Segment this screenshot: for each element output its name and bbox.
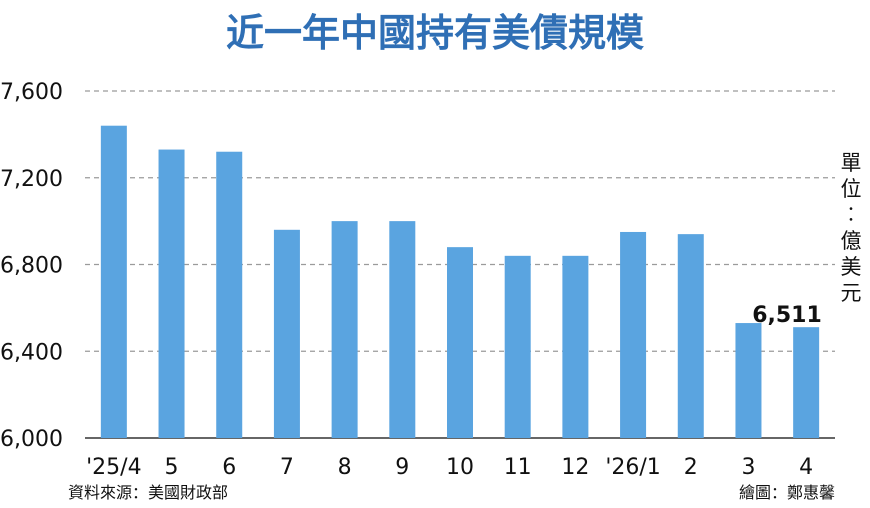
bar xyxy=(677,234,704,438)
bar xyxy=(158,149,185,438)
unit-char: 美 xyxy=(841,255,862,279)
bar xyxy=(216,151,243,438)
unit-char: 位 xyxy=(841,177,862,201)
bar xyxy=(389,221,416,438)
bar xyxy=(562,255,589,438)
x-tick-label: '26/1 xyxy=(605,455,660,480)
x-tick-label: 3 xyxy=(741,455,755,480)
y-tick-label: 6,400 xyxy=(0,340,63,365)
x-tick-label: 6 xyxy=(222,455,236,480)
x-tick-label: 4 xyxy=(799,455,813,480)
y-tick-label: 6,800 xyxy=(0,254,63,279)
x-tick-label: 9 xyxy=(395,455,409,480)
credit-note: 繪圖：鄭惠馨 xyxy=(739,483,835,502)
bar xyxy=(793,327,820,438)
source-note: 資料來源：美國財政部 xyxy=(68,483,228,502)
unit-char: 單 xyxy=(841,151,862,175)
bar xyxy=(447,247,473,438)
y-axis: 6,000 6,400 6,800 7,200 7,600 xyxy=(0,80,63,452)
gridlines xyxy=(85,90,835,352)
x-axis: '25/4 5 6 7 8 9 10 11 12 '26/1 2 3 4 xyxy=(86,455,813,480)
x-tick-label: 10 xyxy=(446,455,474,480)
bar xyxy=(273,229,300,438)
x-tick-label: 2 xyxy=(684,455,698,480)
bars xyxy=(100,125,820,438)
bar xyxy=(100,125,127,438)
unit-char: ︰ xyxy=(841,203,862,227)
unit-char: 元 xyxy=(841,281,862,305)
x-tick-label: 5 xyxy=(165,455,179,480)
y-tick-label: 6,000 xyxy=(0,427,63,452)
bar xyxy=(620,231,647,438)
unit-char: 億 xyxy=(841,229,862,253)
x-tick-label: 11 xyxy=(504,455,532,480)
unit-label: 單位︰億美元 xyxy=(841,151,862,305)
y-tick-label: 7,200 xyxy=(0,167,63,192)
x-tick-label: 12 xyxy=(561,455,589,480)
x-tick-label: 7 xyxy=(280,455,294,480)
chart-title: 近一年中國持有美債規模 xyxy=(226,11,644,55)
last-value-annotation: 6,511 xyxy=(752,303,822,328)
y-tick-label: 7,600 xyxy=(0,80,63,105)
x-tick-label: 8 xyxy=(338,455,352,480)
bar xyxy=(735,323,762,438)
x-tick-label: '25/4 xyxy=(86,455,141,480)
bar xyxy=(504,255,531,438)
bar xyxy=(331,221,358,438)
